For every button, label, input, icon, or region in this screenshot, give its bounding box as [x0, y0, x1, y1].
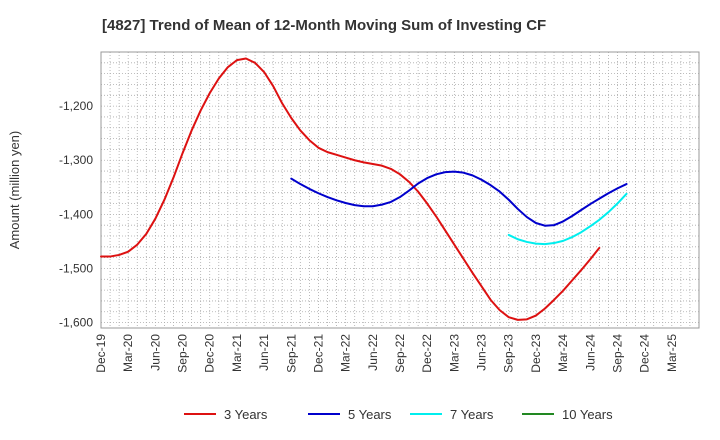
- series-line-7-years: [507, 192, 628, 246]
- x-tick-label: Sep-22: [393, 334, 407, 373]
- x-tick-label: Dec-22: [420, 334, 434, 373]
- x-tick-label: Sep-21: [284, 334, 298, 373]
- x-tick-label: Sep-20: [176, 334, 190, 373]
- chart-title: [4827] Trend of Mean of 12-Month Moving …: [102, 17, 546, 34]
- legend-label: 10 Years: [562, 407, 613, 422]
- x-tick-label: Dec-20: [203, 334, 217, 373]
- y-tick-label: -1,500: [59, 261, 93, 275]
- x-tick-label: Mar-24: [556, 334, 570, 372]
- y-tick-label: -1,400: [59, 207, 93, 221]
- y-tick-label: -1,600: [59, 316, 93, 330]
- x-tick-label: Sep-24: [610, 334, 624, 373]
- x-tick-label: Sep-23: [502, 334, 516, 373]
- x-tick-label: Mar-23: [447, 334, 461, 372]
- legend-label: 7 Years: [450, 407, 494, 422]
- grid: [101, 52, 699, 328]
- y-axis: -1,200 -1,300 -1,400 -1,500 -1,600: [59, 99, 93, 329]
- x-tick-label: Dec-21: [311, 334, 325, 373]
- plot-frame: [100, 51, 700, 329]
- x-tick-label: Dec-23: [529, 334, 543, 373]
- x-tick-label: Jun-21: [257, 334, 271, 371]
- legend-label: 5 Years: [348, 407, 392, 422]
- y-axis-label: Amount (million yen): [7, 131, 22, 250]
- series-line-3-years: [100, 57, 601, 321]
- x-tick-label: Jun-23: [475, 334, 489, 371]
- series-line-5-years: [290, 170, 628, 227]
- x-tick-label: Mar-25: [665, 334, 679, 372]
- y-tick-label: -1,300: [59, 153, 93, 167]
- x-tick-label: Mar-21: [230, 334, 244, 372]
- x-tick-label: Dec-24: [638, 334, 652, 373]
- x-tick-label: Mar-20: [121, 334, 135, 372]
- x-tick-label: Jun-22: [366, 334, 380, 371]
- x-axis: Dec-19 Mar-20 Jun-20 Sep-20 Dec-20 Mar-21 Jun-…: [94, 334, 679, 373]
- y-tick-label: -1,200: [59, 99, 93, 113]
- series-group: [100, 57, 628, 321]
- x-tick-label: Dec-19: [94, 334, 108, 373]
- legend-label: 3 Years: [224, 407, 268, 422]
- x-tick-label: Jun-20: [148, 334, 162, 371]
- x-tick-label: Mar-22: [339, 334, 353, 372]
- legend: 3 Years 5 Years 7 Years 10 Years: [184, 407, 613, 422]
- x-tick-label: Jun-24: [583, 334, 597, 371]
